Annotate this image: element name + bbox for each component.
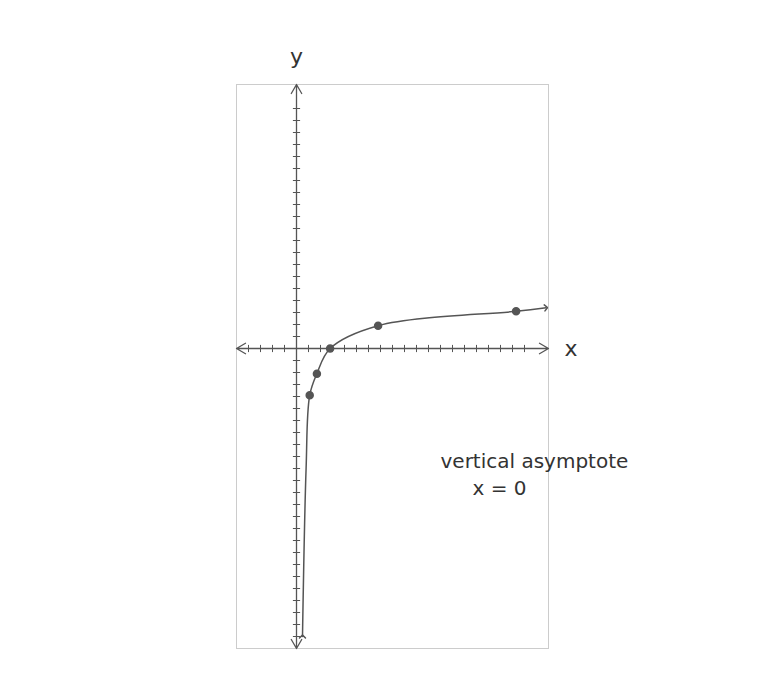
svg-text:y: y <box>290 44 303 69</box>
svg-text:x = 0: x = 0 <box>473 476 527 500</box>
svg-text:vertical asymptote: vertical asymptote <box>441 449 629 473</box>
svg-text:x: x <box>565 336 578 361</box>
